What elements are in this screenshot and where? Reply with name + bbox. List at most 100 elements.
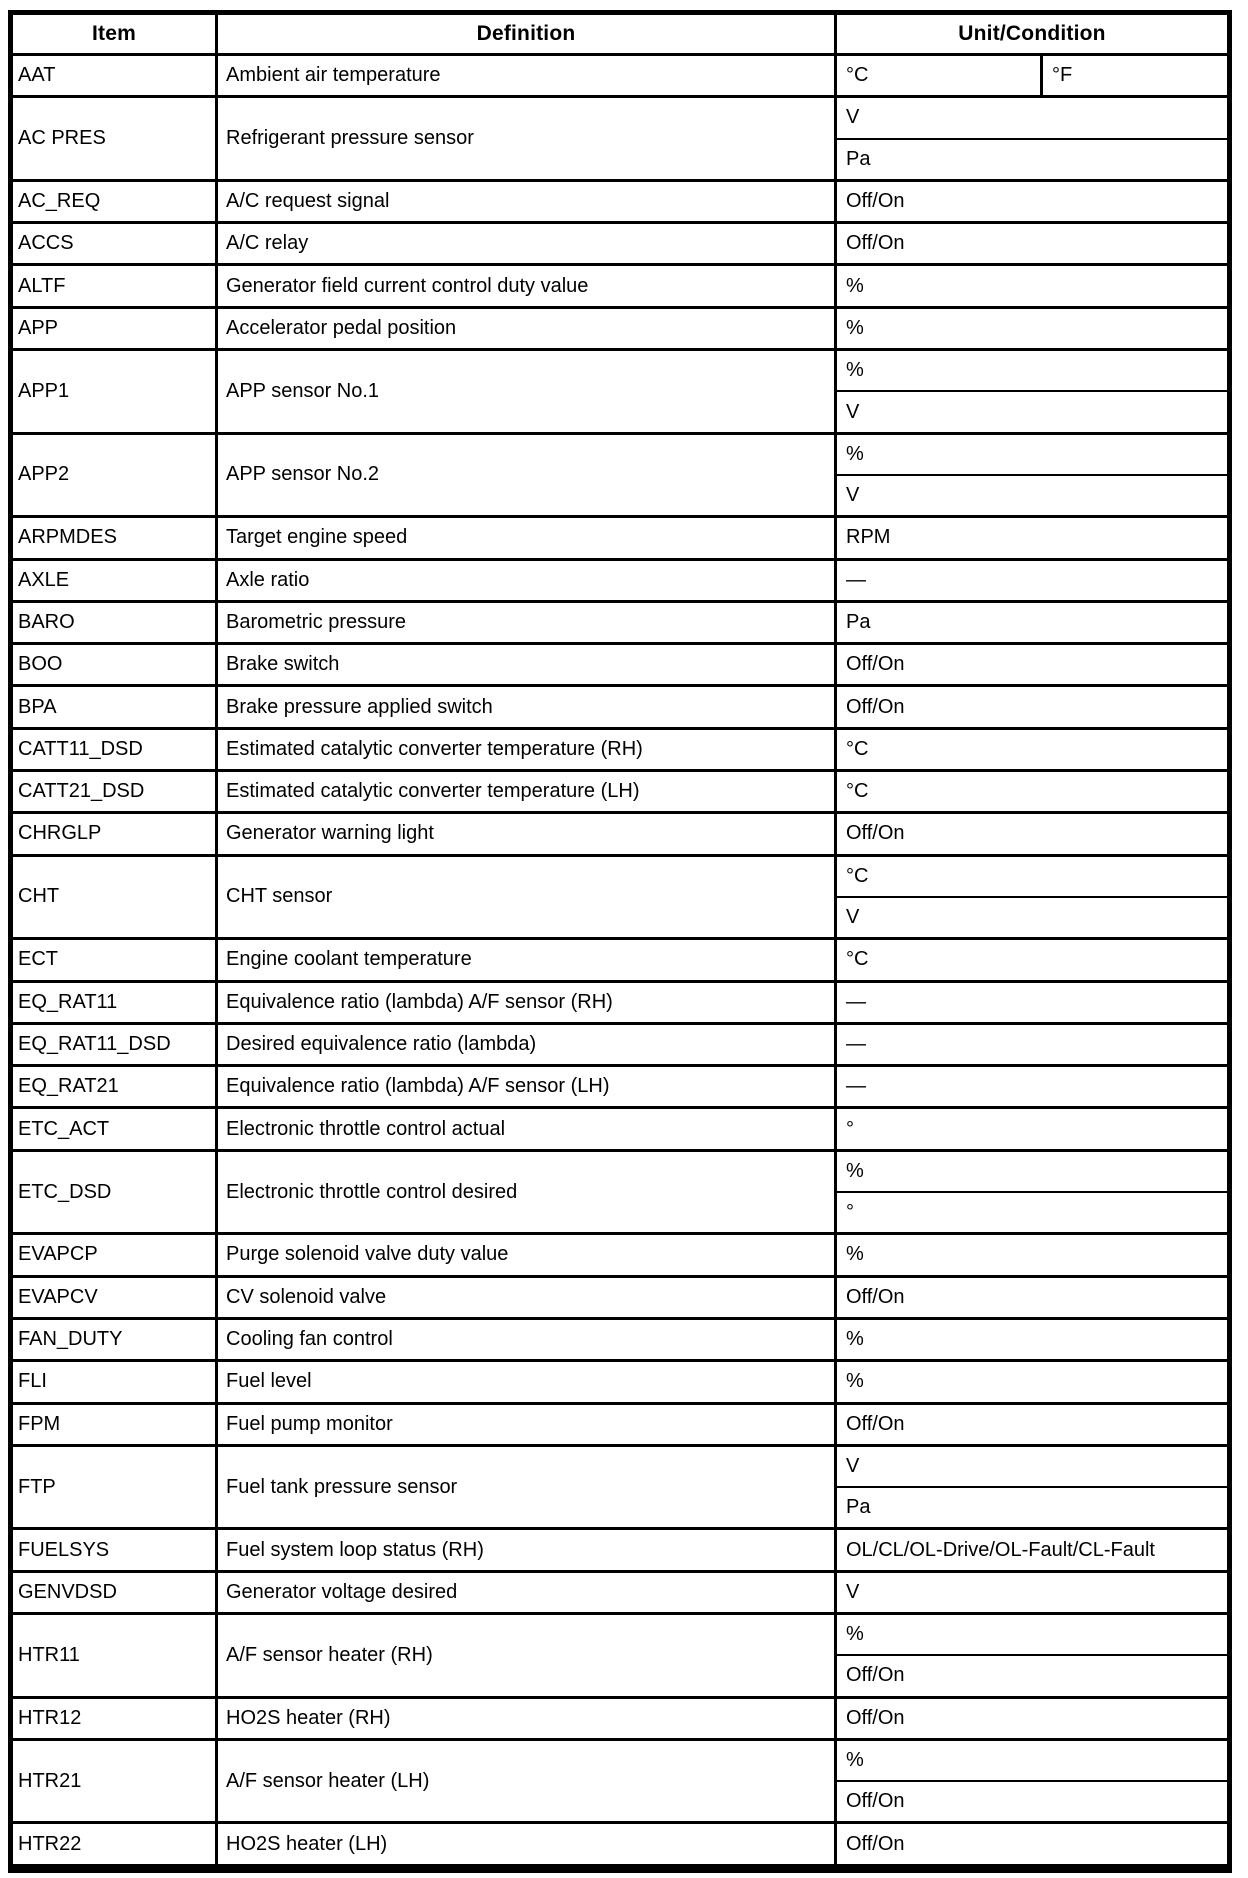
definition-cell: Target engine speed — [215, 518, 834, 558]
table-row: HTR22 HO2S heater (LH) Off/On — [13, 1821, 1227, 1864]
unit-cell-group: RPM — [834, 518, 1227, 558]
unit-cell: Off/On — [846, 1832, 905, 1855]
unit-cell: ° — [846, 1201, 854, 1224]
item-cell: ACCS — [18, 232, 74, 255]
item-cell: EQ_RAT11_DSD — [18, 1032, 171, 1055]
definition-cell: Generator voltage desired — [215, 1572, 834, 1612]
definition-cell: Fuel pump monitor — [215, 1404, 834, 1444]
item-cell: CATT21_DSD — [18, 780, 145, 803]
definition-cell: Barometric pressure — [215, 602, 834, 643]
unit-cell: Off/On — [846, 1706, 905, 1729]
item-cell: BOO — [18, 653, 63, 676]
unit-cell: Off/On — [846, 695, 905, 718]
item-cell: AC PRES — [18, 127, 106, 150]
unit-subrow: Pa — [837, 137, 1227, 179]
unit-subrow: Off/On — [837, 1824, 1227, 1863]
unit-cell-group: Off/On — [834, 1277, 1227, 1317]
definition-cell: Electronic throttle control desired — [215, 1151, 834, 1233]
unit-subrow: Off/On — [837, 1405, 1227, 1444]
table-row: HTR11 A/F sensor heater (RH)% Off/On — [13, 1611, 1227, 1696]
unit-cell-group: °C — [834, 772, 1227, 812]
table-row: ECT Engine coolant temperature °C — [13, 937, 1227, 980]
item-cell: HTR21 — [18, 1769, 82, 1792]
unit-cell: — — [846, 1075, 866, 1098]
unit-cell-group: Off/On — [834, 645, 1227, 685]
table-row: ARPMDES Target engine speed RPM — [13, 515, 1227, 558]
unit-cell: Pa — [846, 147, 871, 170]
table-row: BARO Barometric pressure Pa — [13, 599, 1227, 643]
item-cell: FPM — [18, 1412, 61, 1435]
unit-cell: % — [846, 316, 864, 339]
unit-cell: % — [846, 1749, 864, 1772]
unit-cell: ° — [846, 1117, 854, 1140]
unit-subrow: % — [837, 1741, 1227, 1780]
item-cell: HTR22 — [18, 1832, 82, 1855]
table-row: ACCS A/C relay Off/On — [13, 221, 1227, 264]
item-cell: EQ_RAT21 — [18, 1075, 119, 1098]
unit-cell-group: — — [834, 1067, 1227, 1107]
unit-cell: V — [846, 1454, 860, 1477]
definition-cell: Brake switch — [215, 645, 834, 685]
unit-subrow: Off/On — [837, 224, 1227, 263]
unit-cell-group: % Off/On — [834, 1740, 1227, 1822]
unit-cell-group: % V — [834, 351, 1227, 432]
table-row: BOO Brake switch Off/On — [13, 642, 1227, 685]
unit-cell-group: °C — [834, 940, 1227, 980]
table-row: HTR12 HO2S heater (RH) Off/On — [13, 1695, 1227, 1738]
table-row: ETC_ACT Electronic throttle control actua… — [13, 1106, 1227, 1149]
unit-subrow: V — [837, 473, 1227, 515]
definition-cell: Purge solenoid valve duty value — [215, 1235, 834, 1275]
unit-cell-group: % — [834, 308, 1227, 349]
unit-subrow: V — [837, 98, 1227, 137]
table-row: FUELSYS Fuel system loop status (RH) OL/CL… — [13, 1527, 1227, 1570]
item-cell: ECT — [18, 948, 58, 971]
table-row: ALTF Generator field current control duty… — [13, 263, 1227, 306]
unit-cell: % — [846, 1370, 864, 1393]
unit-subrow: V — [837, 390, 1227, 431]
pid-table: Item Definition Unit/Condition AAT Ambien… — [8, 10, 1232, 1873]
unit-subrow: Off/On — [837, 814, 1227, 853]
unit-subrow: Pa — [837, 1486, 1227, 1527]
item-cell: CHT — [18, 885, 60, 908]
item-cell: FTP — [18, 1475, 56, 1498]
table-row: FAN_DUTY Cooling fan control% — [13, 1316, 1227, 1360]
unit-cell: % — [846, 1328, 864, 1351]
unit-subrow: ° — [837, 1191, 1227, 1232]
unit-cell: Off/On — [846, 1664, 905, 1687]
definition-cell: Estimated catalytic converter temperatur… — [215, 729, 834, 770]
unit-cell: Off/On — [846, 822, 905, 845]
definition-cell: A/C relay — [215, 224, 834, 264]
unit-cell: Off/On — [846, 1790, 905, 1813]
definition-cell: Equivalence ratio (lambda) A/F sensor (R… — [215, 982, 834, 1022]
unit-cell-group: — — [834, 560, 1227, 600]
definition-cell: Ambient air temperature — [215, 56, 834, 96]
unit-subrow: % — [837, 309, 1227, 348]
item-cell: APP1 — [18, 379, 70, 402]
unit-cell: % — [846, 274, 864, 297]
unit-cell: — — [846, 990, 866, 1013]
unit-subrow: °C °F — [837, 56, 1227, 96]
table-row: APP2 APP sensor No.2% V — [13, 431, 1227, 516]
table-row: CATT21_DSD Estimated catalytic converter … — [13, 769, 1227, 812]
unit-cell: % — [846, 359, 864, 382]
table-row: AC_REQ A/C request signal Off/On — [13, 178, 1227, 222]
item-cell: AXLE — [18, 568, 70, 591]
definition-cell: Fuel level — [215, 1362, 834, 1402]
unit-subrow: V — [837, 1447, 1227, 1486]
unit-cell: % — [846, 442, 864, 465]
unit-subrow: % — [837, 1235, 1227, 1274]
unit-subrow: % — [837, 435, 1227, 474]
unit-cell-group: °C V — [834, 856, 1227, 938]
table-row: FLI Fuel level% — [13, 1359, 1227, 1402]
unit-cell: Pa — [846, 1496, 871, 1519]
unit-cell-group: Off/On — [834, 224, 1227, 264]
table-row: FPM Fuel pump monitor Off/On — [13, 1401, 1227, 1444]
unit-cell-group: % — [834, 266, 1227, 306]
table-row: FTP Fuel tank pressure sensor V Pa — [13, 1443, 1227, 1528]
unit-cell: Off/On — [846, 232, 905, 255]
table-row: AAT Ambient air temperature °C °F — [13, 53, 1227, 96]
unit-subrow: — — [837, 983, 1227, 1022]
unit-cell: OL/CL/OL-Drive/OL-Fault/CL-Fault — [846, 1538, 1155, 1561]
unit-cell-group: — — [834, 982, 1227, 1022]
definition-cell: A/F sensor heater (RH) — [215, 1614, 834, 1696]
